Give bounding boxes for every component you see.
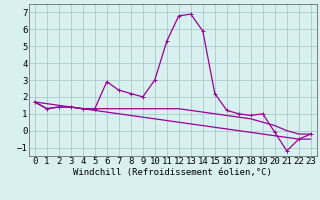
X-axis label: Windchill (Refroidissement éolien,°C): Windchill (Refroidissement éolien,°C)	[73, 168, 272, 177]
